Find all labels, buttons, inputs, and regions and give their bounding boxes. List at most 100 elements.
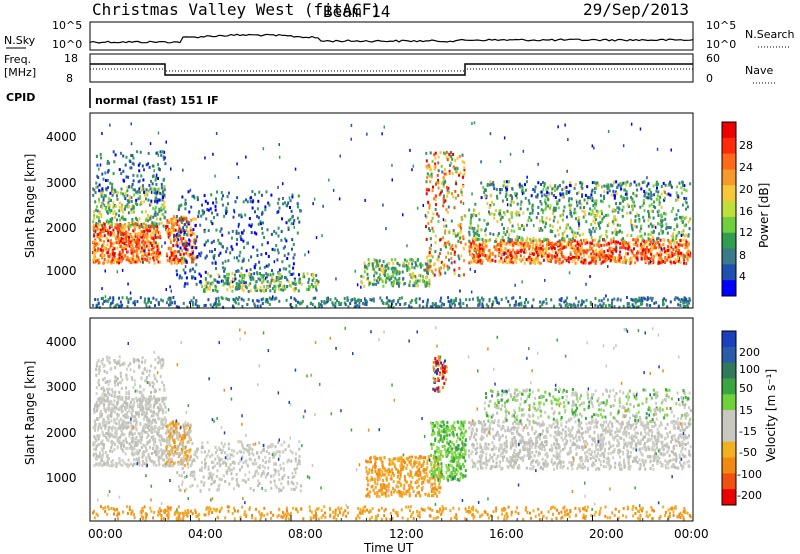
power-band-late-cell	[588, 255, 590, 259]
power-ground-cell	[306, 305, 309, 309]
power-band-late-cell	[561, 260, 564, 264]
power-low-0600-cell	[242, 283, 245, 287]
power-band-early-edge-cell	[131, 206, 134, 210]
power-speckle-cell	[416, 206, 419, 210]
power-band-late-top-cell	[626, 196, 629, 200]
power-cluster-1100-cell	[362, 275, 365, 279]
power-ground-cell	[147, 297, 150, 301]
power-band-late-edge-cell	[626, 203, 629, 207]
power-band-early-cell	[110, 239, 113, 243]
power-streaks-early-cell	[162, 190, 164, 194]
power-band-late-cell	[655, 246, 657, 250]
power-ground-cell	[507, 300, 510, 304]
power-spike-1330-cell	[443, 224, 445, 228]
power-diffuse-0400-cell	[252, 245, 255, 249]
power-band-late-edge-cell	[509, 211, 512, 215]
power-diffuse-0400-cell	[235, 256, 238, 260]
power-band-early-cell	[135, 245, 138, 249]
power-band-0300-cell	[191, 249, 194, 253]
power-band-early-edge-cell	[154, 205, 157, 209]
power-band-0300-cell	[166, 220, 169, 224]
power-band-early-cell	[118, 261, 120, 265]
power-spike-1330-cell	[427, 211, 430, 215]
power-spike-1330-cell	[440, 181, 443, 185]
power-cluster-1100-cell	[371, 264, 374, 268]
power-ground-cell	[481, 302, 484, 306]
power-cbar-swatch-2	[722, 153, 736, 170]
power-low-0600-cell	[307, 284, 310, 288]
power-streaks-early-cell	[132, 179, 135, 183]
power-band-late-edge-cell	[517, 223, 519, 227]
power-band-early-edge-cell	[100, 205, 103, 209]
power-band-early-edge-cell	[119, 218, 121, 222]
power-band-late-top-cell	[614, 194, 616, 198]
power-cluster-1100-cell	[411, 276, 414, 280]
power-speckle-cell	[459, 289, 461, 293]
power-ground-cell	[515, 303, 518, 307]
power-ground-cell	[215, 297, 218, 301]
power-diffuse-0400-cell	[182, 268, 185, 272]
power-band-late-top-cell	[483, 190, 486, 194]
power-cluster-1100-cell	[367, 264, 370, 267]
power-band-early-cell	[152, 250, 155, 254]
power-spike-1330-cell	[439, 191, 442, 195]
power-diffuse-0400-cell	[236, 196, 239, 200]
power-ground-cell	[558, 303, 561, 307]
power-band-late-top-cell	[613, 196, 616, 200]
power-band-late-cell	[486, 254, 489, 257]
power-speckle-cell	[245, 155, 247, 159]
power-ground-cell	[157, 301, 160, 304]
power-cluster-1100-cell	[428, 261, 431, 265]
power-band-late-top-cell	[509, 194, 512, 197]
power-band-late-top-cell	[580, 185, 583, 189]
power-speckle-cell	[150, 190, 153, 194]
power-low-0600-cell	[293, 289, 296, 293]
power-band-late-cell	[479, 243, 481, 247]
power-low-0600-cell	[301, 275, 304, 279]
power-spike-1330-cell	[444, 241, 446, 245]
power-diffuse-0400-cell	[202, 212, 204, 216]
power-band-late-cell	[514, 258, 517, 262]
power-low-0600-cell	[234, 287, 237, 291]
power-band-late-cell	[535, 256, 538, 260]
power-band-early-cell	[139, 250, 142, 254]
power-band-early-edge-cell	[149, 216, 152, 220]
power-speckle-cell	[521, 280, 523, 284]
power-band-early-cell	[141, 244, 144, 248]
power-low-0600-cell	[231, 285, 234, 289]
power-ground-cell	[216, 303, 219, 307]
power-streaks-early-cell	[142, 184, 144, 188]
power-band-0300-cell	[168, 256, 171, 260]
power-low-0600-cell	[205, 285, 208, 288]
power-low-0600-cell	[282, 288, 285, 292]
power-diffuse-0400-cell	[178, 234, 181, 238]
power-streaks-early-cell	[134, 188, 136, 192]
power-low-0600-cell	[236, 287, 239, 291]
power-band-late-edge-cell	[541, 219, 544, 223]
vel-band-early-cell	[148, 428, 151, 432]
power-low-0600-cell	[216, 289, 219, 293]
power-speckle-cell	[366, 132, 368, 136]
power-cluster-1100-cell	[388, 275, 391, 279]
power-streaks-early-cell	[129, 166, 132, 170]
vel-band-early-cell	[116, 401, 119, 404]
power-band-early-cell	[101, 256, 103, 260]
power-ground-cell	[171, 301, 173, 305]
power-low-0600-cell	[317, 280, 320, 284]
power-ground-cell	[297, 300, 299, 304]
power-band-late-cell	[655, 253, 658, 257]
vel-band-early-cell	[111, 411, 114, 415]
power-low-0600-cell	[208, 287, 211, 291]
power-diffuse-0400-cell	[246, 241, 249, 245]
power-band-late-edge-cell	[518, 213, 521, 217]
power-band-late-top-cell	[655, 189, 658, 193]
vel-band-early-cell	[160, 405, 163, 409]
power-diffuse-0400-cell	[245, 269, 248, 273]
power-band-late-cell	[544, 251, 547, 255]
power-band-late-cell	[619, 242, 622, 246]
power-band-early-edge-cell	[120, 208, 123, 212]
power-speckle-cell	[155, 173, 158, 177]
power-band-late-top-cell	[583, 198, 586, 202]
power-ground-cell	[387, 305, 390, 309]
power-diffuse-0400-cell	[199, 254, 202, 258]
